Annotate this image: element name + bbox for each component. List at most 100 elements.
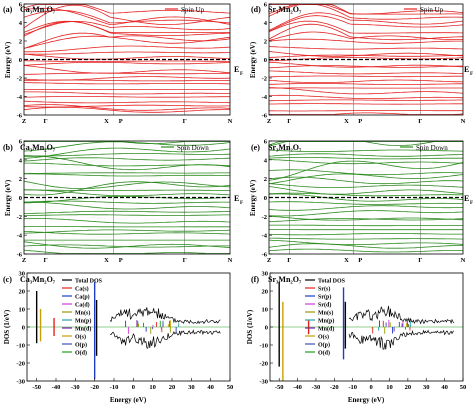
band-line bbox=[268, 38, 463, 44]
legend-label: Ca(d) bbox=[75, 302, 90, 309]
y-tick-label: 6 bbox=[264, 139, 268, 146]
band-line bbox=[23, 35, 231, 49]
band-line bbox=[269, 103, 463, 105]
band-line bbox=[24, 91, 230, 95]
y-tick-label: -2 bbox=[262, 76, 267, 83]
y-tick-label: -30 bbox=[16, 379, 25, 386]
legend-label: Sr(p) bbox=[318, 294, 331, 301]
band-line bbox=[268, 46, 464, 50]
ef-label: EF bbox=[234, 65, 243, 77]
x-tick-label: 30 bbox=[188, 384, 195, 391]
band-line bbox=[268, 75, 464, 78]
svg-text:F: F bbox=[240, 201, 243, 206]
k-point-label: Γ bbox=[44, 257, 48, 264]
band-line bbox=[268, 141, 463, 147]
y-axis-label: Energy (eV) bbox=[4, 179, 12, 216]
k-point-label: X bbox=[104, 118, 109, 125]
y-axis-label: Energy (eV) bbox=[249, 41, 257, 78]
band-line bbox=[268, 51, 464, 57]
y-tick-label: 2 bbox=[19, 176, 22, 183]
k-point-label: Γ bbox=[183, 257, 187, 264]
y-tick-label: -4 bbox=[262, 94, 268, 101]
band-line bbox=[23, 180, 231, 189]
band-line bbox=[23, 61, 231, 66]
band-line bbox=[268, 31, 464, 41]
band-line bbox=[269, 112, 464, 115]
y-tick-label: 0 bbox=[22, 325, 25, 332]
y-tick-label: 20 bbox=[19, 289, 26, 296]
band-line bbox=[268, 99, 463, 102]
panel-title: Ca₃Mn₂O₇ bbox=[20, 275, 56, 284]
ef-label: EF bbox=[464, 65, 473, 77]
k-point-label: Γ bbox=[418, 257, 422, 264]
band-line bbox=[23, 147, 231, 159]
legend-label: Total DOS bbox=[318, 279, 346, 285]
band-line bbox=[268, 192, 464, 197]
legend-label: Spin Down bbox=[416, 144, 448, 152]
y-axis-label: Energy (eV) bbox=[249, 179, 257, 216]
x-tick-label: 20 bbox=[405, 384, 412, 391]
x-tick-label: 30 bbox=[423, 384, 430, 391]
band-line bbox=[23, 153, 231, 157]
plot-area: 6 4 2 0 -2 -4 -6Z Γ X P Γ N bbox=[262, 139, 466, 265]
legend-label: Sr(d) bbox=[318, 302, 331, 309]
panel-c: -50 -40 -30 -20 -10 0 10 20 30 40 50 30 20 10 0 -10 -20 -… bbox=[3, 271, 233, 405]
y-tick-label: 30 bbox=[19, 271, 26, 278]
y-tick-label: -30 bbox=[259, 379, 268, 386]
legend-label: Ca(p) bbox=[75, 294, 90, 301]
panel-a: 6 4 2 0 -2 -4 -6Z Γ X P Γ N (a) Ca₃Mn₂O₇ Spin Up En… bbox=[3, 2, 243, 126]
panel-label: (f) bbox=[251, 275, 259, 284]
y-tick-label: -2 bbox=[17, 214, 22, 221]
band-line bbox=[268, 94, 464, 99]
panel-label: (a) bbox=[3, 5, 13, 14]
k-point-label: Z bbox=[22, 257, 26, 264]
band-line bbox=[269, 110, 463, 112]
band-line bbox=[268, 201, 464, 205]
band-line bbox=[23, 157, 231, 162]
k-point-label: Γ bbox=[44, 118, 48, 125]
legend-label: O(s) bbox=[318, 334, 329, 341]
band-line bbox=[268, 205, 464, 211]
x-tick-label: 0 bbox=[132, 384, 135, 391]
legend-label: Mn(d) bbox=[318, 326, 334, 333]
total-dos-up bbox=[109, 307, 221, 325]
legend-label: Mn(s) bbox=[318, 310, 333, 317]
y-tick-label: 0 bbox=[264, 57, 267, 64]
y-tick-label: -2 bbox=[17, 76, 22, 83]
x-tick-label: -30 bbox=[312, 384, 321, 391]
band-line bbox=[23, 32, 231, 49]
band-line bbox=[268, 218, 464, 223]
band-line bbox=[269, 224, 463, 227]
band-line bbox=[24, 172, 231, 174]
y-tick-label: 30 bbox=[262, 271, 269, 278]
k-point-label: N bbox=[228, 118, 233, 125]
x-tick-label: -40 bbox=[293, 384, 302, 391]
ef-label: EF bbox=[234, 194, 243, 206]
band-line bbox=[23, 218, 231, 224]
band-line bbox=[23, 181, 231, 196]
total-dos-up bbox=[348, 305, 455, 325]
band-line bbox=[268, 233, 463, 236]
y-tick-label: 4 bbox=[19, 20, 23, 27]
svg-text:E: E bbox=[464, 65, 469, 74]
band-line bbox=[23, 60, 230, 62]
band-line bbox=[23, 65, 231, 74]
total-dos-down bbox=[110, 329, 221, 349]
y-tick-label: -2 bbox=[262, 214, 267, 221]
band-line bbox=[23, 21, 231, 35]
band-line bbox=[24, 195, 231, 204]
y-tick-label: -6 bbox=[17, 113, 23, 120]
band-line bbox=[268, 169, 464, 176]
x-tick-label: -20 bbox=[90, 384, 99, 391]
y-tick-label: 10 bbox=[262, 307, 269, 314]
x-tick-label: 0 bbox=[369, 384, 372, 391]
legend-label: O(p) bbox=[318, 342, 330, 349]
band-line bbox=[24, 210, 231, 214]
band-line bbox=[23, 76, 230, 81]
plot-area: -50 -40 -30 -20 -10 0 10 20 30 40 50 30 20 10 0 -10 -20 -… bbox=[16, 271, 233, 392]
panel-f: -50 -40 -30 -20 -10 0 10 20 30 40 50 30 20 10 0 -10 -20 -… bbox=[246, 271, 466, 405]
legend-label: Sr(s) bbox=[318, 286, 330, 293]
band-line bbox=[23, 82, 230, 85]
y-tick-label: 20 bbox=[262, 289, 269, 296]
